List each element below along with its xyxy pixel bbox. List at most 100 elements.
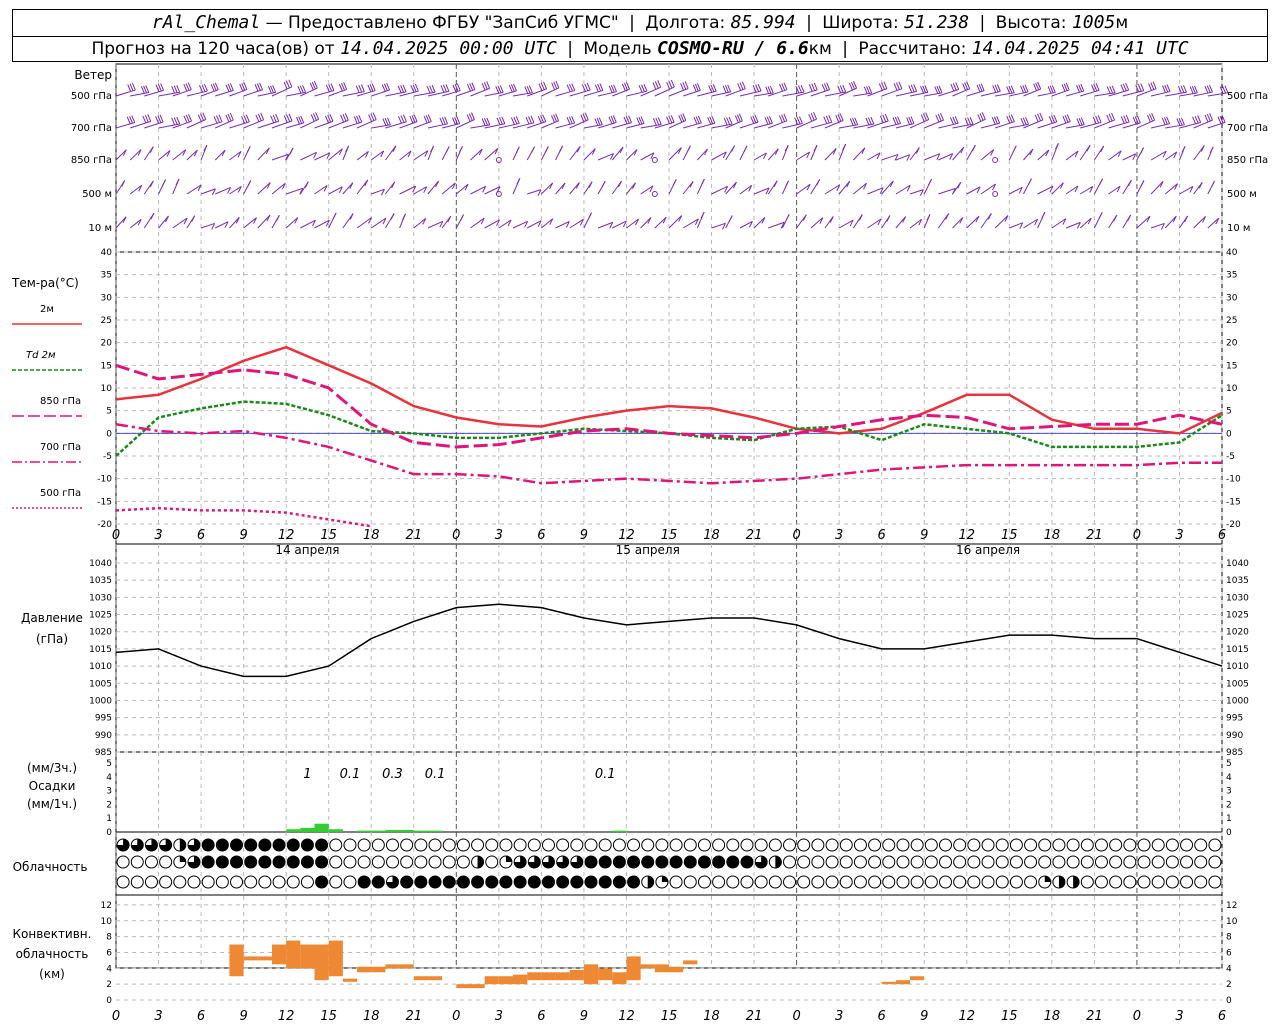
- cloud-circle: [697, 838, 711, 852]
- wind-barb-shaft: [966, 186, 981, 195]
- wind-barb-feather: [300, 115, 305, 124]
- wind-barb-feather: [127, 84, 132, 92]
- cloud-circle: [697, 875, 711, 889]
- pressure-tick-left: 1040: [89, 559, 112, 569]
- wind-barb-feather: [555, 113, 560, 121]
- wind-barb-feather: [423, 186, 428, 193]
- model-name: COSMO-RU / 6.6: [657, 38, 809, 59]
- wind-barb-shaft: [215, 119, 234, 129]
- cloud-circle: [910, 838, 924, 852]
- wind-barb-shaft: [371, 188, 385, 195]
- precip-unit-3h: (мм/3ч.): [27, 761, 77, 775]
- wind-barb-feather: [283, 115, 288, 123]
- wind-barb-feather: [1162, 85, 1166, 93]
- wind-barb-shaft: [271, 182, 286, 195]
- wind-barb-feather: [299, 85, 304, 93]
- x-tick-label-bottom: 21: [1086, 1009, 1103, 1024]
- wind-barb-shaft: [966, 215, 980, 229]
- wind-barb-feather: [402, 84, 407, 93]
- wind-barb-feather: [632, 182, 636, 189]
- wind-barb-shaft: [413, 121, 432, 129]
- wind-barb-feather: [185, 114, 190, 123]
- wind-barb-feather: [1189, 186, 1194, 193]
- wind-barb-shaft: [1122, 90, 1144, 97]
- temp-tick-left: -5: [103, 452, 112, 462]
- wind-barb-feather: [538, 83, 543, 91]
- wind-barb-feather: [402, 213, 406, 221]
- cloud-circle: [258, 875, 272, 889]
- wind-barb-feather: [1127, 179, 1132, 187]
- wind-barb-feather: [849, 219, 854, 227]
- cloud-circle: [726, 838, 740, 852]
- wind-barb-shaft: [583, 124, 603, 129]
- cloud-circle: [839, 875, 853, 889]
- temp-axis-label: Тем-ра(°С): [11, 276, 79, 290]
- wind-barb-shaft: [980, 149, 994, 161]
- wind-barb-shaft: [725, 88, 746, 97]
- wind-barb-feather: [737, 83, 742, 91]
- cloud-circle: [768, 875, 782, 889]
- wind-barb-feather: [368, 217, 372, 224]
- cloud-fraction: [477, 856, 484, 868]
- wind-barb-feather: [243, 82, 248, 90]
- wind-barb-feather: [1092, 116, 1097, 124]
- convective-bar: [357, 966, 372, 973]
- wind-barb-feather: [1049, 85, 1054, 94]
- wind-barb-feather: [1106, 86, 1111, 94]
- wind-barb-feather: [780, 222, 785, 229]
- wind-barb-shaft: [356, 90, 376, 97]
- wind-barb-feather: [839, 85, 844, 93]
- wind-barb-shaft: [1051, 218, 1067, 229]
- wind-barb-feather: [1174, 183, 1179, 190]
- wind-barb-feather: [157, 83, 162, 92]
- wind-barb-feather: [1019, 222, 1024, 229]
- wind-barb-shaft: [626, 182, 636, 195]
- cloud-circle: [1038, 838, 1052, 852]
- convective-tick-right: 0: [1226, 996, 1232, 1006]
- x-tick-label-bottom: 0: [1133, 1009, 1141, 1024]
- wind-barb-shaft: [612, 122, 632, 129]
- wind-barb-shaft: [172, 217, 188, 229]
- wind-barb-feather: [312, 113, 317, 121]
- wind-barb-feather: [1029, 148, 1034, 156]
- wind-barb-feather: [555, 80, 560, 89]
- wind-barb-shaft: [1037, 149, 1050, 161]
- wind-barb-feather: [662, 217, 667, 224]
- wind-barb-feather: [806, 151, 811, 159]
- pressure-tick-right: 985: [1226, 748, 1243, 758]
- wind-barb-feather: [239, 83, 244, 92]
- wind-barb-feather: [471, 82, 476, 90]
- wind-barb-feather: [734, 115, 739, 123]
- precip-tick-left: 5: [106, 759, 112, 769]
- wind-barb-shaft: [796, 118, 817, 129]
- wind-barb-feather: [325, 84, 330, 93]
- wind-barb-feather: [781, 114, 786, 122]
- wind-barb-shaft: [200, 89, 219, 97]
- cloud-circle: [144, 855, 158, 869]
- pressure-tick-left: 1025: [89, 611, 112, 621]
- wind-barb-feather: [1012, 145, 1017, 153]
- cloud-circle: [1208, 838, 1222, 852]
- x-tick-label: 9: [580, 528, 588, 543]
- wind-barb-shaft: [512, 220, 528, 229]
- x-tick-label: 6: [197, 528, 205, 543]
- wind-barb-feather: [423, 115, 428, 124]
- wind-barb-feather: [628, 115, 633, 123]
- wind-barb-shaft: [1207, 217, 1220, 229]
- wind-barb-shaft: [200, 188, 216, 195]
- wind-barb-feather: [225, 114, 230, 123]
- wind-barb-shaft: [612, 88, 630, 97]
- wind-barb-shaft: [952, 146, 965, 161]
- cloud-fraction: [1044, 876, 1051, 882]
- wind-barb-feather: [919, 189, 924, 196]
- wind-barb-feather: [954, 116, 959, 124]
- wind-barb-feather: [766, 116, 771, 125]
- wind-barb-shaft: [470, 148, 483, 161]
- cloud-circle: [1194, 855, 1208, 869]
- wind-barb-feather: [695, 116, 700, 124]
- wind-barb-feather: [724, 186, 729, 193]
- cloud-circle: [272, 838, 286, 852]
- wind-barb-feather: [1120, 84, 1125, 92]
- pressure-tick-right: 1025: [1226, 611, 1249, 621]
- wind-barb-feather: [969, 116, 974, 125]
